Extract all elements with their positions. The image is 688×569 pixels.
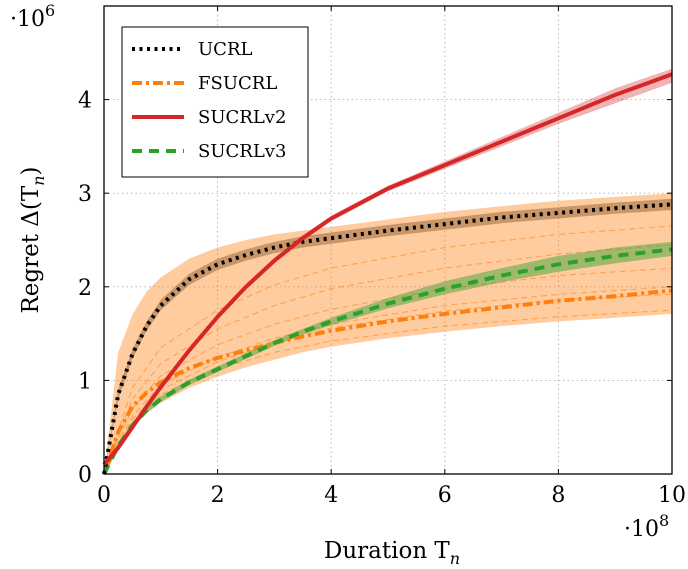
faint-run-line: [103, 225, 673, 475]
x-tick-label: 8: [551, 483, 565, 508]
x-axis-label: Duration Tn: [324, 538, 460, 568]
y-axis-label: Regret Δ(Tn): [18, 166, 48, 313]
y-tick-label: 3: [78, 182, 92, 207]
faint-run-line: [103, 244, 673, 475]
x-multiplier: ·108: [624, 511, 669, 542]
band-fsucrl: [104, 193, 672, 474]
legend-label-ucrl: UCRL: [198, 39, 252, 60]
legend-label-sucrlv2: SUCRLv2: [198, 107, 286, 128]
legend: UCRL FSUCRL SUCRLv2 SUCRLv3: [121, 26, 309, 178]
line-sucrlv2: [102, 72, 673, 466]
plot-frame: [103, 5, 673, 475]
y-ticks: 0 1 2 3 4: [78, 89, 672, 488]
series-lines: [102, 72, 673, 475]
y-multiplier: ·106: [10, 1, 55, 32]
y-tick-label: 1: [78, 369, 92, 394]
x-tick-label: 2: [211, 483, 225, 508]
line-ucrl: [102, 202, 673, 475]
x-ticks: 0 2 4 6 8 10: [97, 6, 686, 508]
legend-label-sucrlv3: SUCRLv3: [198, 141, 286, 162]
x-tick-label: 6: [438, 483, 452, 508]
y-tick-label: 0: [78, 463, 92, 488]
x-tick-label: 0: [97, 483, 111, 508]
grid: [104, 6, 672, 474]
legend-label-fsucrl: FSUCRL: [198, 73, 277, 94]
confidence-bands: [104, 68, 672, 475]
y-tick-label: 2: [78, 276, 92, 301]
y-tick-label: 4: [78, 89, 92, 114]
x-tick-label: 4: [324, 483, 338, 508]
x-tick-label: 10: [658, 483, 686, 508]
